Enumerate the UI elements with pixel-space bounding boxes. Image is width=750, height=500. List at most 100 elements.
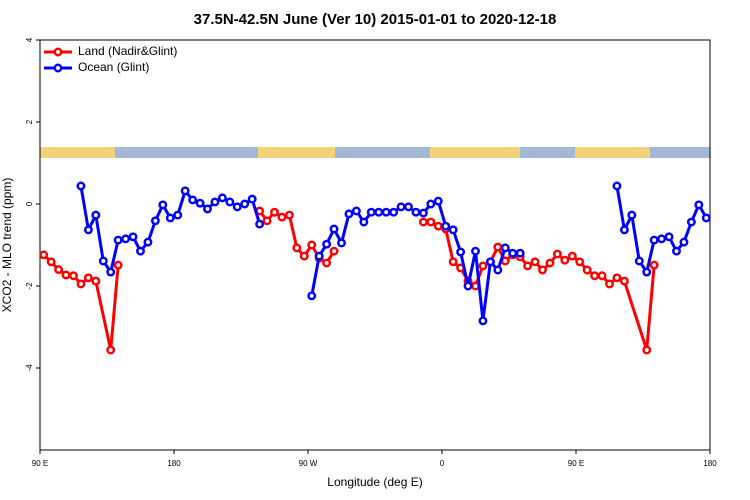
series-line [42,210,656,351]
point [664,232,674,242]
legend-label: Ocean (Glint) [78,60,149,74]
point [366,207,376,217]
point [679,237,689,247]
point [523,261,533,271]
x-tick-label: 180 [167,459,181,468]
point [396,202,406,212]
point [545,258,555,268]
point [61,270,71,280]
point [478,261,488,271]
point [359,217,369,227]
legend-marker [53,47,63,57]
point [91,210,101,220]
point [240,199,250,209]
point [106,345,116,355]
point [322,258,332,268]
point [381,207,391,217]
point [83,225,93,235]
point [143,237,153,247]
point [634,256,644,266]
point [478,316,488,326]
chart-title: 37.5N-42.5N June (Ver 10) 2015-01-01 to … [194,11,557,28]
point [463,281,473,291]
point [173,210,183,220]
point [441,221,451,231]
x-tick-label: 90 W [299,459,318,468]
point [277,212,287,222]
point [433,221,443,231]
x-tick-label: 0 [440,459,445,468]
point [456,247,466,257]
point [299,251,309,261]
point [217,193,227,203]
point [232,202,242,212]
point [69,271,78,281]
point [649,260,659,270]
point [113,260,123,270]
point [500,243,510,253]
point [619,276,629,286]
y-tick-label: 0 [25,201,34,206]
point [158,200,168,210]
x-tick-label: 180 [703,459,717,468]
point [627,210,637,220]
y-tick-label: -2 [25,282,34,290]
point [91,276,101,286]
point [493,242,503,252]
point [433,196,443,206]
point [76,279,86,289]
point [292,243,302,253]
point [597,271,607,281]
point [83,273,93,283]
x-tick-label: 90 E [568,459,584,468]
point [121,234,131,244]
point [411,207,421,217]
point [329,246,339,256]
point [128,232,138,242]
y-axis-label: XCO2 - MLO trend (ppm) [0,178,14,313]
point [552,249,562,259]
point [418,217,428,227]
point [113,235,123,245]
point [106,267,116,277]
point [307,240,317,250]
point [76,181,86,191]
legend-marker [53,63,63,73]
point [210,197,220,207]
point [225,197,235,207]
point [54,265,64,275]
point [351,206,361,216]
point [694,200,704,210]
point [404,202,413,212]
point [314,251,324,261]
point [389,207,399,217]
point [329,224,339,234]
point [195,198,205,208]
point [337,238,346,248]
legend-label: Land (Nadir&Glint) [78,44,177,58]
point [471,246,480,256]
point [642,267,652,277]
point [307,291,317,301]
point [485,257,495,267]
point [180,186,190,196]
point [448,257,458,267]
point [165,213,175,223]
point [567,251,577,261]
point [98,256,108,266]
plot-frame [39,39,711,451]
series-line [79,185,708,322]
point [657,234,667,244]
point [46,257,56,267]
point [515,248,525,258]
point [418,208,428,218]
point [560,255,570,265]
point [582,265,592,275]
point [344,209,354,219]
point [612,273,622,283]
point [642,345,652,355]
point [530,257,540,267]
map-strip [40,147,710,158]
point [39,250,49,260]
